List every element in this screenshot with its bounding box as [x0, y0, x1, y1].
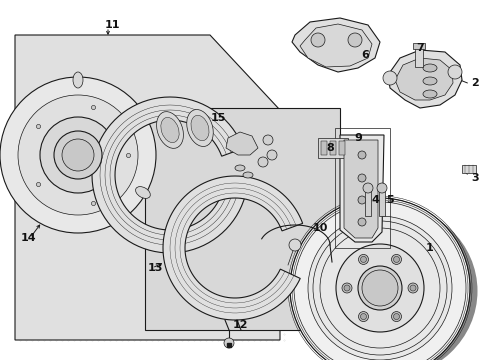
- Text: 7: 7: [415, 43, 423, 53]
- Polygon shape: [15, 35, 280, 340]
- Bar: [317, 138, 347, 158]
- Circle shape: [357, 218, 365, 226]
- Text: 5: 5: [386, 195, 393, 205]
- Circle shape: [310, 33, 325, 47]
- Circle shape: [266, 150, 276, 160]
- Ellipse shape: [161, 117, 179, 143]
- Circle shape: [391, 311, 401, 321]
- Ellipse shape: [422, 64, 436, 72]
- Polygon shape: [92, 97, 245, 253]
- Ellipse shape: [186, 109, 213, 147]
- Bar: [414, 45, 422, 67]
- Ellipse shape: [156, 112, 183, 148]
- Circle shape: [447, 65, 461, 79]
- Circle shape: [341, 283, 351, 293]
- Text: 9: 9: [353, 133, 361, 143]
- Circle shape: [18, 95, 138, 215]
- Polygon shape: [299, 24, 371, 67]
- Text: 12: 12: [232, 320, 247, 330]
- Bar: [461, 165, 475, 173]
- Bar: [412, 43, 424, 49]
- Ellipse shape: [135, 186, 150, 198]
- Bar: [329, 141, 335, 155]
- Bar: [145, 108, 339, 330]
- Polygon shape: [394, 58, 452, 100]
- Circle shape: [62, 139, 94, 171]
- Text: 2: 2: [470, 78, 478, 88]
- Bar: [334, 128, 389, 248]
- Bar: [364, 188, 370, 216]
- Circle shape: [288, 239, 301, 251]
- Circle shape: [360, 256, 366, 262]
- Polygon shape: [339, 135, 383, 242]
- Ellipse shape: [422, 77, 436, 85]
- Circle shape: [343, 285, 349, 291]
- Text: 10: 10: [312, 223, 327, 233]
- Ellipse shape: [422, 90, 436, 98]
- Circle shape: [391, 255, 401, 265]
- Circle shape: [361, 270, 397, 306]
- Circle shape: [357, 151, 365, 159]
- Circle shape: [358, 255, 368, 265]
- Ellipse shape: [243, 172, 252, 178]
- Circle shape: [224, 338, 234, 348]
- Text: 14: 14: [20, 233, 36, 243]
- Text: 1: 1: [425, 243, 433, 253]
- Polygon shape: [343, 140, 377, 238]
- Text: 3: 3: [470, 173, 478, 183]
- Bar: [320, 141, 326, 155]
- Polygon shape: [163, 176, 302, 320]
- Circle shape: [357, 266, 401, 310]
- Text: 8: 8: [325, 143, 333, 153]
- Circle shape: [335, 244, 423, 332]
- Circle shape: [263, 135, 272, 145]
- Circle shape: [407, 283, 417, 293]
- Circle shape: [376, 183, 386, 193]
- Ellipse shape: [235, 165, 244, 171]
- Ellipse shape: [191, 115, 208, 141]
- Circle shape: [358, 311, 368, 321]
- Circle shape: [393, 314, 399, 320]
- Circle shape: [382, 71, 396, 85]
- Text: 13: 13: [147, 263, 163, 273]
- Polygon shape: [387, 50, 461, 108]
- Circle shape: [0, 77, 156, 233]
- Bar: [338, 141, 345, 155]
- Ellipse shape: [73, 72, 83, 88]
- Circle shape: [360, 314, 366, 320]
- Text: 15: 15: [210, 113, 225, 123]
- Bar: [378, 188, 384, 216]
- Text: 4: 4: [370, 195, 378, 205]
- Text: 6: 6: [360, 50, 368, 60]
- Circle shape: [40, 117, 116, 193]
- Circle shape: [289, 198, 469, 360]
- Circle shape: [393, 256, 399, 262]
- Polygon shape: [291, 18, 379, 72]
- Circle shape: [357, 196, 365, 204]
- Ellipse shape: [292, 203, 476, 360]
- Text: 11: 11: [104, 20, 120, 30]
- Circle shape: [409, 285, 415, 291]
- Circle shape: [357, 174, 365, 182]
- Circle shape: [362, 183, 372, 193]
- Circle shape: [258, 157, 267, 167]
- Circle shape: [347, 33, 361, 47]
- Circle shape: [54, 131, 102, 179]
- Polygon shape: [225, 132, 258, 155]
- Circle shape: [307, 216, 451, 360]
